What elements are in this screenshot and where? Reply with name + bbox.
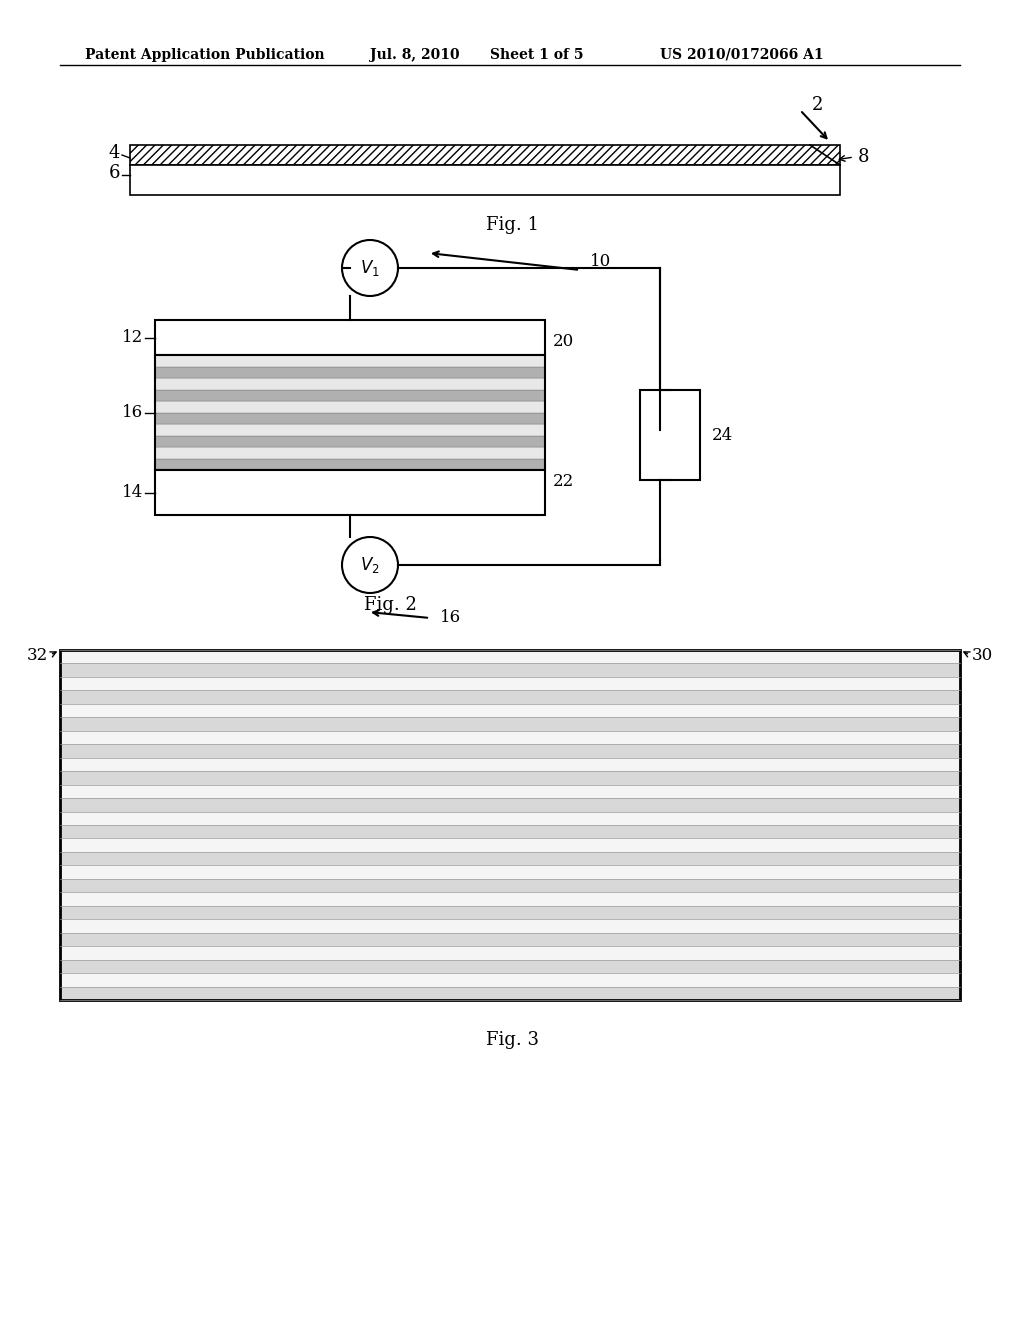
Bar: [60, 825, 961, 838]
Bar: [155, 355, 545, 470]
Bar: [60, 649, 961, 1001]
Text: 16: 16: [440, 610, 461, 627]
Bar: [155, 424, 545, 436]
Bar: [60, 690, 961, 704]
Text: 4: 4: [109, 144, 120, 162]
Text: 16: 16: [122, 404, 143, 421]
Text: US 2010/0172066 A1: US 2010/0172066 A1: [660, 48, 823, 62]
Text: Fig. 3: Fig. 3: [485, 1031, 539, 1049]
Text: 8: 8: [858, 148, 869, 166]
Bar: [60, 892, 961, 906]
Bar: [60, 812, 961, 825]
Bar: [60, 758, 961, 771]
Text: 30: 30: [972, 647, 993, 664]
Bar: [130, 145, 840, 165]
Bar: [130, 165, 840, 195]
Text: Patent Application Publication: Patent Application Publication: [85, 48, 325, 62]
Bar: [155, 378, 545, 389]
Bar: [60, 744, 961, 758]
Bar: [60, 677, 961, 690]
Bar: [640, 389, 700, 480]
Bar: [155, 401, 545, 412]
Bar: [60, 879, 961, 892]
Bar: [60, 664, 961, 677]
Bar: [60, 838, 961, 851]
Text: 10: 10: [590, 253, 611, 271]
Bar: [60, 731, 961, 744]
Text: 20: 20: [553, 333, 574, 350]
Bar: [60, 771, 961, 784]
Bar: [60, 784, 961, 799]
Bar: [60, 649, 961, 664]
Bar: [155, 412, 545, 424]
Bar: [60, 866, 961, 879]
Bar: [155, 355, 545, 367]
Circle shape: [342, 537, 398, 593]
Text: Fig. 1: Fig. 1: [485, 216, 539, 234]
Text: 32: 32: [27, 647, 48, 664]
Text: $V_2$: $V_2$: [360, 554, 380, 576]
Text: 6: 6: [109, 164, 120, 182]
Text: 14: 14: [122, 484, 143, 502]
Text: 24: 24: [712, 426, 733, 444]
Bar: [155, 319, 545, 355]
Bar: [60, 906, 961, 919]
Bar: [155, 389, 545, 401]
Text: $V_1$: $V_1$: [360, 257, 380, 279]
Circle shape: [342, 240, 398, 296]
Text: 12: 12: [122, 329, 143, 346]
Text: 22: 22: [553, 473, 574, 490]
Bar: [60, 851, 961, 866]
Bar: [60, 919, 961, 933]
Bar: [60, 946, 961, 960]
Bar: [155, 458, 545, 470]
Text: Fig. 2: Fig. 2: [364, 597, 417, 614]
Bar: [60, 704, 961, 717]
Bar: [60, 960, 961, 973]
Bar: [60, 986, 961, 1001]
Bar: [155, 470, 545, 515]
Text: Sheet 1 of 5: Sheet 1 of 5: [490, 48, 584, 62]
Bar: [155, 447, 545, 458]
Bar: [60, 717, 961, 731]
Text: Jul. 8, 2010: Jul. 8, 2010: [370, 48, 460, 62]
Bar: [60, 973, 961, 986]
Bar: [155, 367, 545, 378]
Bar: [155, 436, 545, 447]
Bar: [60, 799, 961, 812]
Bar: [60, 933, 961, 946]
Text: 2: 2: [812, 96, 823, 114]
